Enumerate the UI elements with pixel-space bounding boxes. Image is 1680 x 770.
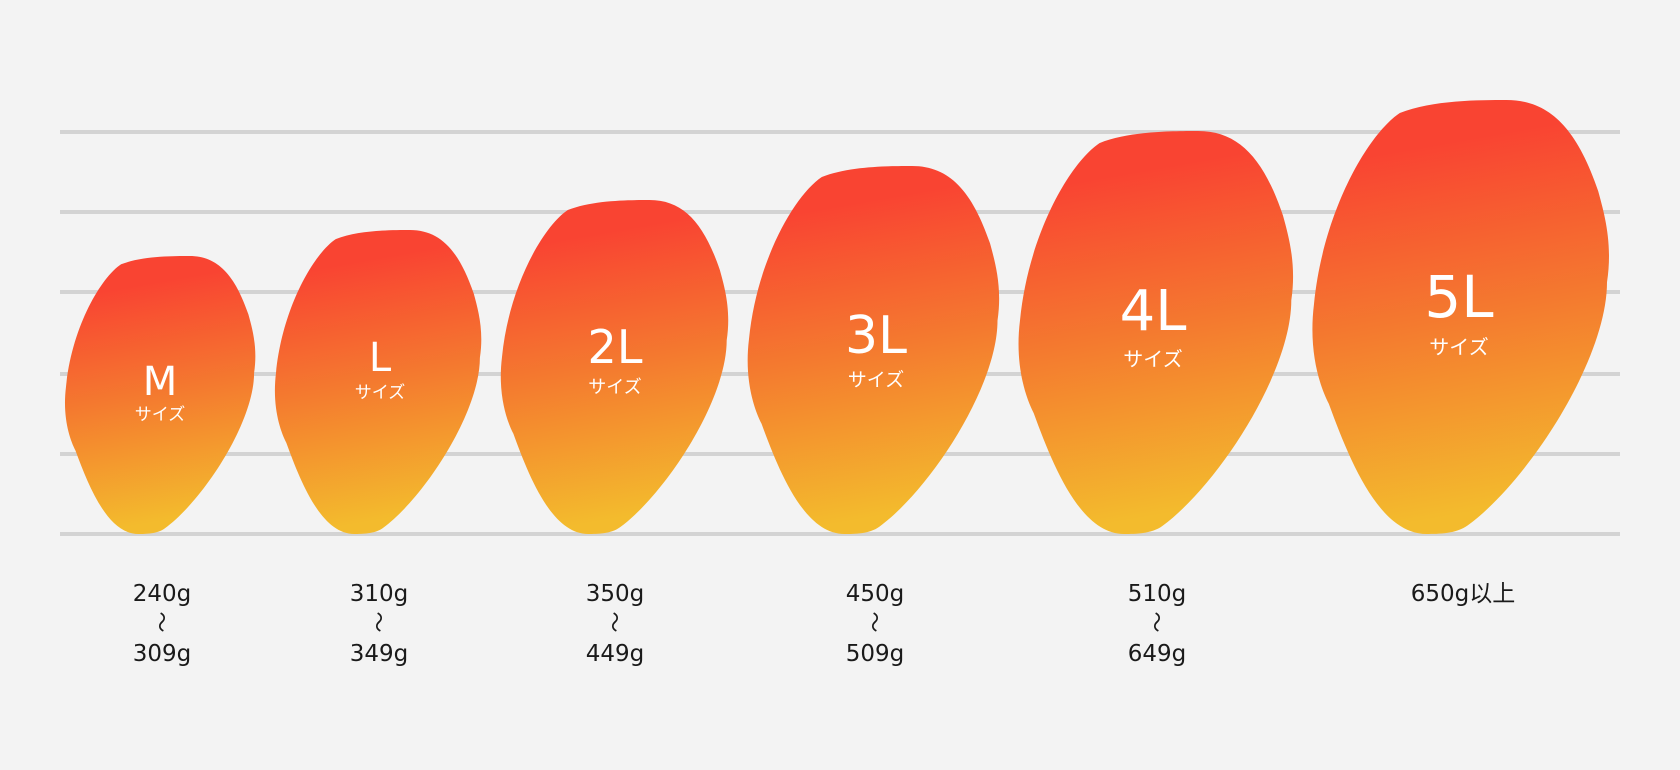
weight-max-3l: 509g: [846, 641, 905, 667]
size-label-m: M: [143, 359, 178, 405]
weight-max-m: 309g: [133, 641, 192, 667]
mango-shape-m: [64, 256, 256, 534]
weight-min-l: 310g: [350, 581, 409, 607]
size-label-3l: 3L: [845, 306, 907, 366]
size-label-2l: 2L: [588, 320, 643, 374]
range-mark-m: 〜: [149, 612, 173, 633]
size-sublabel-5l: サイズ: [1429, 335, 1488, 359]
mango-shape-l: [274, 230, 482, 534]
weight-max-2l: 449g: [586, 641, 645, 667]
size-sublabel-2l: サイズ: [588, 377, 641, 398]
size-label-4l: 4L: [1120, 279, 1187, 344]
weight-min-3l: 450g: [846, 581, 905, 607]
size-sublabel-4l: サイズ: [1123, 347, 1182, 371]
range-mark-4l: 〜: [1144, 612, 1168, 633]
size-sublabel-m: サイズ: [135, 405, 186, 425]
weight-min-m: 240g: [133, 581, 192, 607]
mango-shape-2l: [500, 200, 729, 534]
size-sublabel-l: サイズ: [355, 383, 406, 403]
mango-shape-3l: [747, 166, 1000, 534]
weight-max-l: 349g: [350, 641, 409, 667]
weight-min-2l: 350g: [586, 581, 645, 607]
size-sublabel-3l: サイズ: [848, 369, 904, 391]
weight-min-4l: 510g: [1128, 581, 1187, 607]
size-label-l: L: [369, 335, 392, 381]
mango-shape-5l: [1312, 100, 1609, 534]
range-mark-3l: 〜: [862, 612, 886, 633]
mango-shapes: [64, 100, 1609, 534]
mango-shape-4l: [1018, 131, 1294, 534]
weight-max-4l: 649g: [1128, 641, 1187, 667]
range-mark-2l: 〜: [602, 612, 626, 633]
size-label-5l: 5L: [1424, 263, 1493, 331]
weight-min-5l: 650g以上: [1411, 581, 1516, 607]
range-mark-l: 〜: [366, 612, 390, 633]
